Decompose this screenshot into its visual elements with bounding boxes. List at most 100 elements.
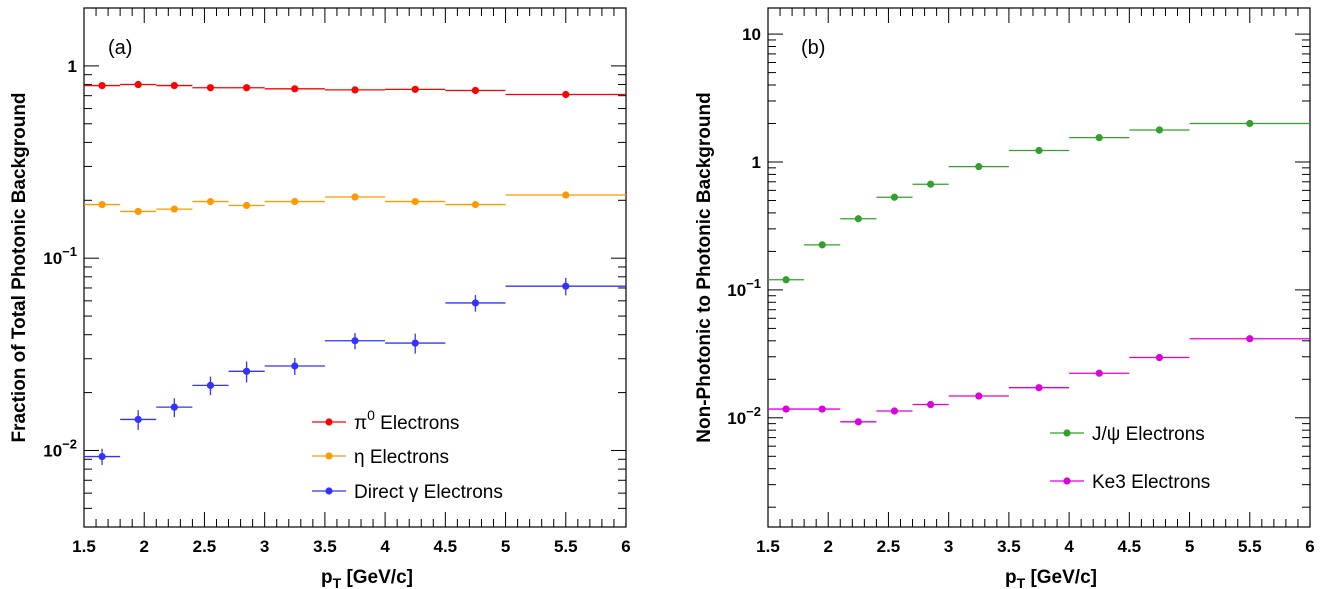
y-tick-label-exponent: −2 [746,404,761,419]
data-point [98,200,106,209]
data-point [134,415,142,424]
y-tick-label-exponent: −1 [746,276,761,291]
x-tick-label: 5.5 [554,537,578,556]
x-tick-label: 4.5 [1118,537,1142,556]
legend-label: Direct γ Electrons [354,482,503,503]
y-tick-label: 10−2 [43,436,77,460]
legend-label-base: π [354,413,367,434]
data-point [291,85,299,93]
data-point [1035,146,1043,155]
data-point [98,452,106,461]
legend-marker [325,452,333,460]
data-point [243,367,251,375]
y-tick-label: 10−2 [727,404,761,428]
x-tick-label: 5 [501,537,510,556]
y-tick-label-base: 10 [43,249,62,268]
data-point [351,86,359,94]
legend-marker [1063,477,1071,485]
x-tick-label: 6 [1305,537,1314,556]
data-point [170,81,178,90]
legend-label-superscript: 0 [367,407,375,423]
x-tick-label: 3 [260,537,269,556]
data-point [1246,335,1254,343]
data-point [291,197,299,206]
data-point [134,207,142,216]
x-tick-label: 3 [944,537,953,556]
legend-label-rest: Electrons [375,413,459,434]
x-axis-title-sub: T [333,575,342,589]
data-point [1155,126,1164,134]
data-point [1155,353,1164,362]
data-point [134,80,142,89]
data-point [471,86,480,95]
data-point [854,418,862,426]
data-point [206,381,215,389]
data-point [351,193,359,201]
x-tick-label: 3.5 [997,537,1021,556]
series-2 [84,277,626,466]
data-point [206,84,215,92]
data-point [818,405,826,413]
x-tick-label: 1.5 [72,537,96,556]
y-tick-label-exponent: −2 [62,436,77,451]
data-point [243,201,251,210]
x-tick-label: 2.5 [877,537,901,556]
data-point [411,197,419,206]
y-tick-label-base: 10 [43,441,62,460]
x-axis-title: pT [GeV/c] [321,567,413,589]
data-point [890,407,899,415]
data-point [975,392,983,400]
plot-frame [83,7,627,528]
y-tick-label: 10−1 [43,244,77,268]
series-1 [768,335,1310,426]
data-point [243,84,251,92]
x-axis-title-units: [GeV/c] [1025,567,1097,588]
data-point [782,405,790,413]
x-axis-title-sub: T [1017,575,1026,589]
data-point [927,180,935,188]
y-tick-label-base: 10 [727,409,746,428]
data-point [351,337,359,345]
data-point [854,215,862,223]
x-axis-title-p: p [321,567,333,588]
data-point [1095,134,1103,142]
y-tick-label-base: 10 [727,281,746,300]
y-axis-title: Fraction of Total Photonic Background [9,92,30,442]
series-0 [84,80,626,99]
y-tick-label: 1 [68,57,77,76]
y-axis-title: Non-Photonic to Photonic Background [694,92,715,442]
plot-frame [767,7,1311,528]
data-point [782,276,790,284]
data-point [206,197,215,206]
y-tick-label: 10 [742,25,761,44]
data-point [975,163,983,171]
x-tick-label: 4 [1064,537,1074,556]
data-point [562,282,570,290]
y-tick-label-base: 10 [742,25,761,44]
x-tick-label: 2 [139,537,148,556]
legend-label: Ke3 Electrons [1092,472,1210,493]
y-tick-label-base: 1 [752,153,761,172]
y-tick-label: 10−1 [727,276,761,300]
x-axis-title: pT [GeV/c] [1005,567,1097,589]
x-tick-label: 4.5 [434,537,458,556]
data-point [562,90,570,99]
data-point [1246,119,1254,128]
data-point [471,299,480,307]
data-point [1035,384,1043,392]
x-tick-label: 4 [380,537,390,556]
x-tick-label: 2 [823,537,832,556]
data-point [411,85,419,93]
y-tick-label-exponent: −1 [62,244,77,259]
data-point [471,200,480,209]
x-tick-label: 2.5 [193,537,217,556]
x-tick-label: 5.5 [1238,537,1262,556]
x-axis-title-units: [GeV/c] [341,567,413,588]
data-point [98,81,106,90]
data-point [927,400,935,409]
data-point [890,193,899,201]
panel-label: (b) [801,37,825,59]
